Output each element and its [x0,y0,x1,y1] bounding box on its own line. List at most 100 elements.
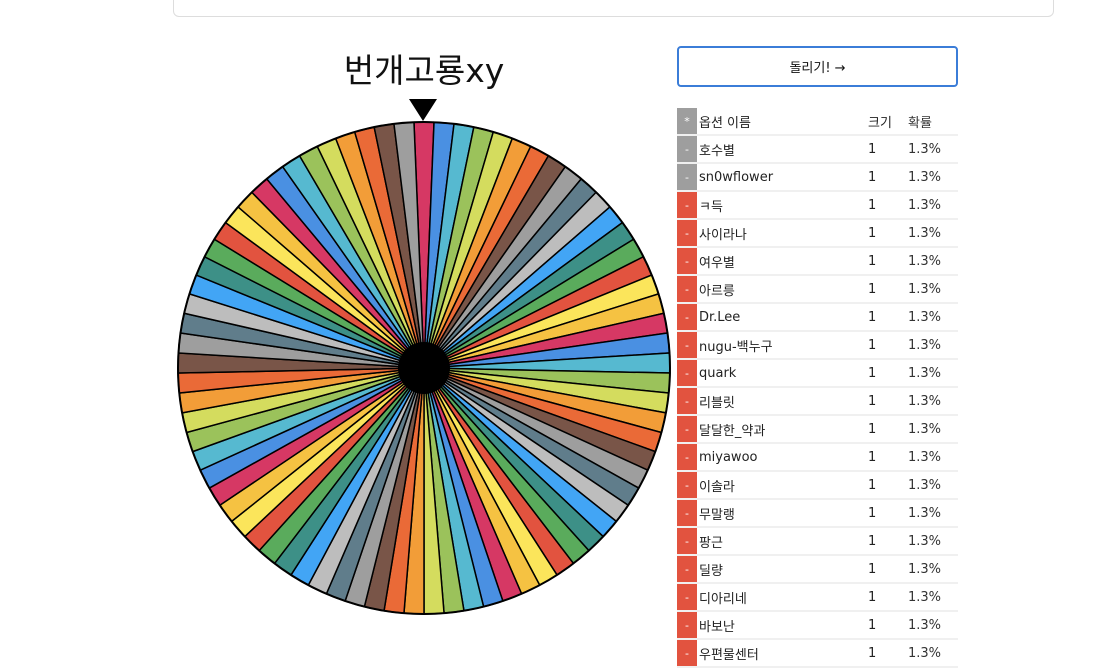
option-size[interactable]: 1 [868,443,908,472]
option-name[interactable]: nugu-백누구 [697,331,868,360]
remove-option-button[interactable]: - [677,499,697,528]
remove-option-button[interactable]: - [677,191,697,220]
remove-option-button[interactable]: - [677,163,697,192]
option-size[interactable]: 1 [868,499,908,528]
table-row: - 디아리네 1 1.3% [677,583,958,612]
option-size[interactable]: 1 [868,191,908,220]
remove-option-button[interactable]: - [677,527,697,556]
option-prob: 1.3% [908,191,958,220]
option-name[interactable]: 무말랭 [697,499,868,528]
option-name[interactable]: sn0wflower [697,163,868,192]
option-size[interactable]: 1 [868,639,908,668]
option-size[interactable]: 1 [868,219,908,248]
option-name[interactable]: 우편물센터 [697,639,868,668]
option-size[interactable]: 1 [868,527,908,556]
option-size[interactable]: 1 [868,135,908,164]
remove-option-button[interactable]: - [677,471,697,500]
remove-option-button[interactable]: - [677,247,697,276]
spin-button[interactable]: 돌리기! → [677,46,958,87]
table-row: - sn0wflower 1 1.3% [677,163,958,192]
option-size[interactable]: 1 [868,583,908,612]
option-name[interactable]: 호수별 [697,135,868,164]
option-name[interactable]: ㅋ득 [697,191,868,220]
remove-option-button[interactable]: - [677,359,697,388]
table-row: - 무말랭 1 1.3% [677,499,958,528]
wheel-hub [398,342,450,394]
option-name[interactable]: 팡근 [697,527,868,556]
table-row: - 호수별 1 1.3% [677,135,958,164]
table-row: - quark 1 1.3% [677,359,958,388]
options-table: * 옵션 이름 크기 확률 - 호수별 1 1.3% - sn0wflower 1… [677,108,958,668]
option-prob: 1.3% [908,611,958,640]
top-card [173,0,1054,17]
add-marker[interactable]: * [677,108,697,136]
wheel-title: 번개고룡xy [343,51,505,90]
remove-option-button[interactable]: - [677,415,697,444]
option-name[interactable]: 바보난 [697,611,868,640]
table-row: - 이솔라 1 1.3% [677,471,958,500]
option-name[interactable]: 여우별 [697,247,868,276]
remove-option-button[interactable]: - [677,611,697,640]
option-prob: 1.3% [908,443,958,472]
option-name[interactable]: 달달한_약과 [697,415,868,444]
table-header: * 옵션 이름 크기 확률 [677,108,958,136]
table-row: - miyawoo 1 1.3% [677,443,958,472]
option-name[interactable]: 디아리네 [697,583,868,612]
table-row: - 아르릉 1 1.3% [677,275,958,304]
remove-option-button[interactable]: - [677,555,697,584]
remove-option-button[interactable]: - [677,639,697,668]
wheel-rim [177,121,671,615]
option-prob: 1.3% [908,219,958,248]
remove-option-button[interactable]: - [677,443,697,472]
option-size[interactable]: 1 [868,331,908,360]
option-name[interactable]: miyawoo [697,443,868,472]
option-name[interactable]: Dr.Lee [697,303,868,332]
option-name[interactable]: quark [697,359,868,388]
header-name: 옵션 이름 [697,108,868,136]
remove-option-button[interactable]: - [677,303,697,332]
option-size[interactable]: 1 [868,415,908,444]
option-size[interactable]: 1 [868,471,908,500]
remove-option-button[interactable]: - [677,275,697,304]
table-row: - ㅋ득 1 1.3% [677,191,958,220]
table-row: - 팡근 1 1.3% [677,527,958,556]
table-row: - 리블릿 1 1.3% [677,387,958,416]
option-size[interactable]: 1 [868,163,908,192]
table-row: - 우편물센터 1 1.3% [677,639,958,668]
table-row: - 딜량 1 1.3% [677,555,958,584]
option-prob: 1.3% [908,387,958,416]
header-size: 크기 [868,108,908,136]
option-size[interactable]: 1 [868,247,908,276]
option-size[interactable]: 1 [868,611,908,640]
option-name[interactable]: 이솔라 [697,471,868,500]
option-prob: 1.3% [908,303,958,332]
header-prob: 확률 [908,108,958,136]
option-name[interactable]: 사이라나 [697,219,868,248]
option-name[interactable]: 딜량 [697,555,868,584]
option-size[interactable]: 1 [868,555,908,584]
option-prob: 1.3% [908,163,958,192]
table-row: - 바보난 1 1.3% [677,611,958,640]
option-prob: 1.3% [908,527,958,556]
remove-option-button[interactable]: - [677,583,697,612]
option-size[interactable]: 1 [868,303,908,332]
pointer-icon [409,99,437,121]
option-size[interactable]: 1 [868,359,908,388]
option-prob: 1.3% [908,555,958,584]
option-prob: 1.3% [908,583,958,612]
option-size[interactable]: 1 [868,387,908,416]
remove-option-button[interactable]: - [677,387,697,416]
option-size[interactable]: 1 [868,275,908,304]
option-prob: 1.3% [908,275,958,304]
remove-option-button[interactable]: - [677,135,697,164]
option-prob: 1.3% [908,471,958,500]
option-name[interactable]: 리블릿 [697,387,868,416]
option-name[interactable]: 아르릉 [697,275,868,304]
roulette-wheel[interactable] [172,118,676,622]
option-prob: 1.3% [908,247,958,276]
table-row: - 달달한_약과 1 1.3% [677,415,958,444]
table-row: - 사이라나 1 1.3% [677,219,958,248]
remove-option-button[interactable]: - [677,219,697,248]
table-row: - 여우별 1 1.3% [677,247,958,276]
remove-option-button[interactable]: - [677,331,697,360]
